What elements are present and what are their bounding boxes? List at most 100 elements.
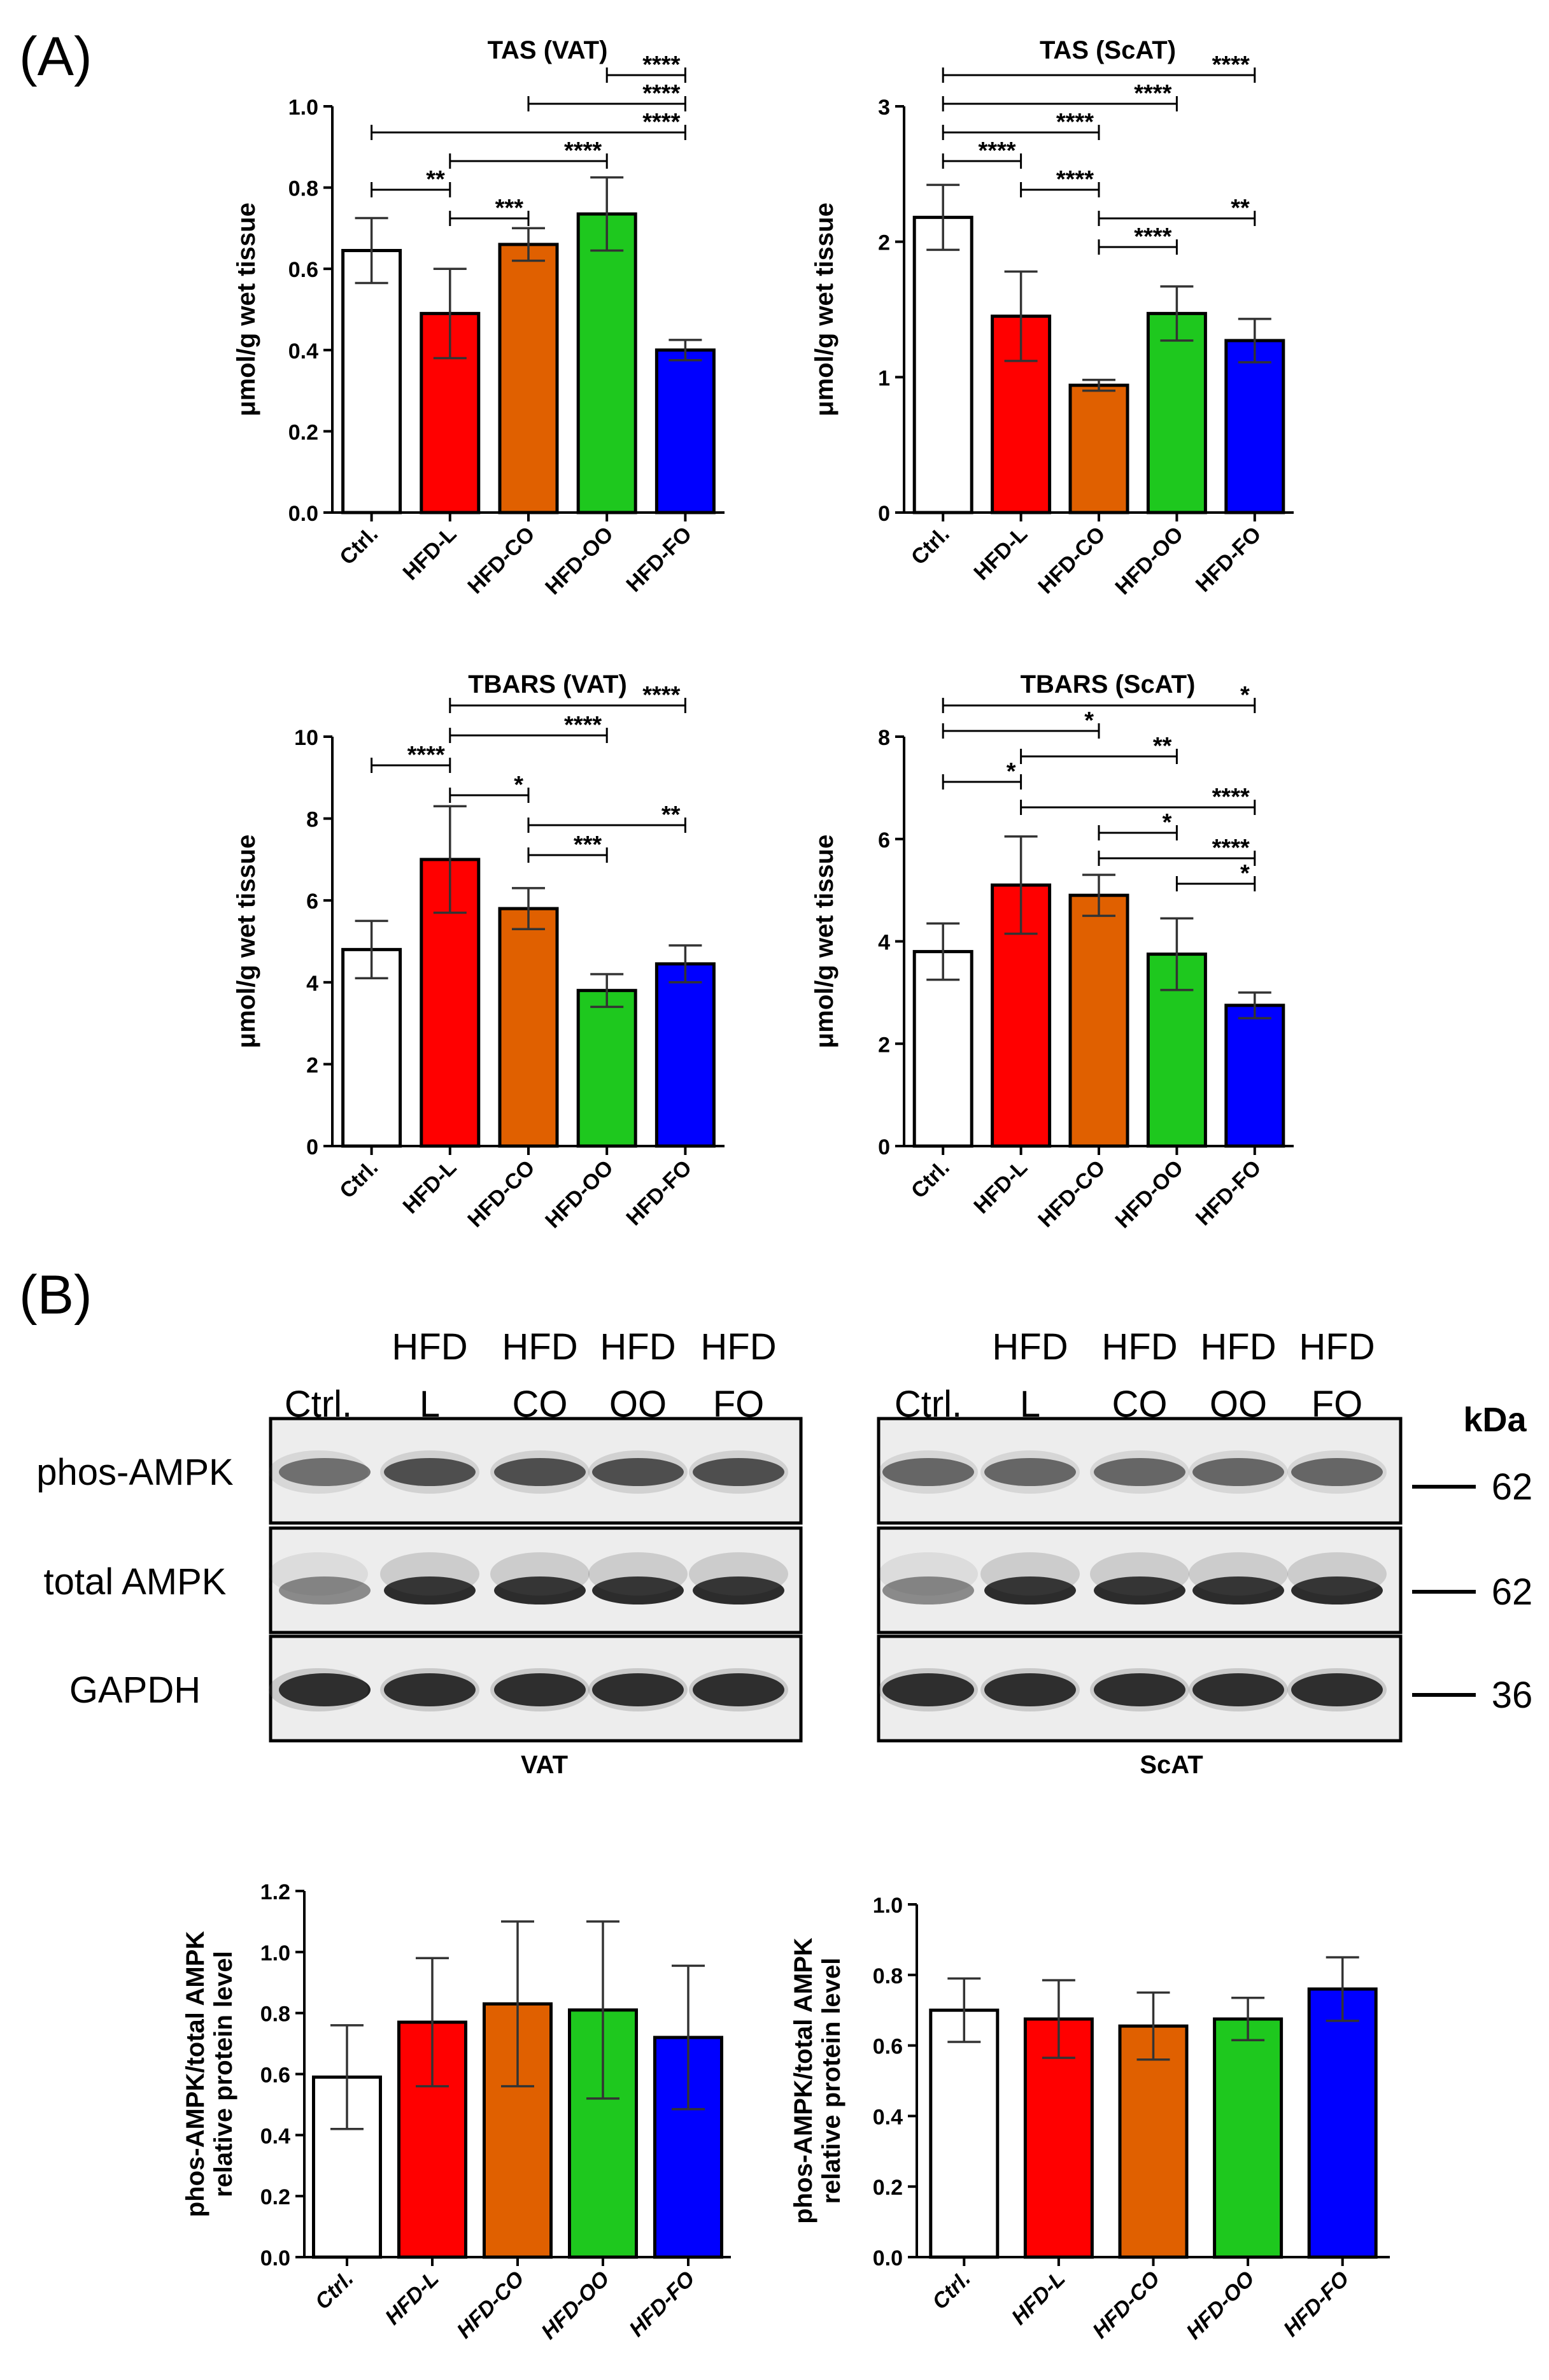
protein-band bbox=[1094, 1576, 1185, 1604]
bar-hfd-oo bbox=[576, 989, 637, 1148]
y-axis-label: μmol/g wet tissue bbox=[810, 835, 838, 1049]
chart-6: ScAT phos-AMPK/total AMPK relative protein… bbox=[789, 1751, 1390, 2344]
bar-hfd-fo bbox=[1307, 1987, 1378, 2259]
panel-label-a: (A) bbox=[19, 26, 92, 87]
bar-hfd-l bbox=[397, 2020, 467, 2259]
x-tick-label: HFD-FO bbox=[621, 1156, 697, 1231]
kda-marker-value: 62 bbox=[1492, 1466, 1533, 1508]
significance-bracket: ** bbox=[1098, 195, 1256, 226]
kda-label: kDa bbox=[1463, 1401, 1527, 1439]
x-tick-label: Ctrl. bbox=[311, 2267, 358, 2314]
bar-hfd-co bbox=[498, 907, 559, 1148]
significance-label: **** bbox=[1134, 223, 1171, 250]
y-tick-label: 0.2 bbox=[873, 2176, 903, 2200]
significance-bracket: ** bbox=[371, 166, 451, 197]
y-tick-label: 10 bbox=[294, 726, 318, 750]
y-axis-label-line-1: phos-AMPK/total AMPK bbox=[789, 1937, 817, 2224]
y-axis-label-text: μmol/g wet tissue bbox=[232, 202, 260, 416]
significance-label: **** bbox=[642, 109, 680, 136]
significance-label: **** bbox=[564, 712, 602, 739]
blot-row-total-ampk: total AMPK bbox=[44, 1526, 803, 1634]
chart-title: TAS (ScAT) bbox=[1040, 36, 1176, 64]
protein-band bbox=[1094, 1673, 1185, 1706]
protein-band bbox=[882, 1458, 974, 1486]
significance-bracket: *** bbox=[527, 832, 608, 863]
chart-title: VAT bbox=[521, 1751, 568, 1779]
band-halo bbox=[980, 1552, 1080, 1596]
band-halo bbox=[490, 1450, 590, 1494]
band-halo bbox=[980, 1668, 1080, 1711]
blot-column-header-top: HFD bbox=[1101, 1326, 1177, 1368]
protein-band bbox=[882, 1576, 974, 1604]
significance-label: * bbox=[1163, 809, 1172, 836]
y-axis-label-text: μmol/g wet tissue bbox=[810, 202, 838, 416]
x-tick-label: HFD-L bbox=[398, 522, 461, 585]
x-tick-label: HFD-L bbox=[1007, 2267, 1070, 2330]
bar-ctrl bbox=[341, 248, 402, 514]
significance-label: * bbox=[1084, 707, 1094, 734]
chart-5: VAT phos-AMPK/total AMPK relative protein … bbox=[181, 1751, 731, 2344]
significance-label: ** bbox=[661, 802, 681, 828]
band-halo bbox=[490, 1552, 590, 1596]
significance-bracket: **** bbox=[449, 712, 608, 743]
significance-label: **** bbox=[1134, 80, 1171, 107]
x-tick-label: HFD-L bbox=[969, 1156, 1032, 1219]
protein-band bbox=[1192, 1673, 1284, 1706]
protein-band bbox=[984, 1576, 1076, 1604]
y-tick-label: 0.4 bbox=[873, 2105, 903, 2129]
protein-band bbox=[882, 1673, 974, 1706]
significance-bracket: **** bbox=[1020, 784, 1256, 815]
x-tick-label: HFD-FO bbox=[1191, 522, 1266, 597]
band-halo bbox=[1189, 1668, 1288, 1711]
y-tick-label: 0 bbox=[306, 1135, 318, 1159]
y-tick-label: 0.4 bbox=[260, 2124, 290, 2148]
blot-row-label: total AMPK bbox=[44, 1561, 227, 1603]
significance-bracket: **** bbox=[449, 682, 686, 713]
chart-title: ScAT bbox=[1140, 1751, 1203, 1779]
protein-band bbox=[1291, 1576, 1383, 1604]
y-axis-label: μmol/g wet tissue bbox=[232, 202, 260, 416]
bar-hfd-oo bbox=[576, 212, 637, 514]
blot-column-header-top: HFD bbox=[992, 1326, 1068, 1368]
band-halo bbox=[1090, 1450, 1189, 1494]
y-tick-label: 0.6 bbox=[873, 2035, 903, 2059]
blot-column-header-top: HFD bbox=[600, 1326, 675, 1368]
y-tick-label: 1.2 bbox=[260, 1880, 290, 1904]
band-halo bbox=[689, 1450, 788, 1494]
y-tick-label: 0 bbox=[878, 502, 890, 526]
band-halo bbox=[1287, 1552, 1387, 1596]
y-tick-label: 4 bbox=[878, 931, 890, 955]
y-axis-label-line-2: relative protein level bbox=[817, 1958, 845, 2204]
significance-bracket: **** bbox=[1020, 166, 1100, 197]
band-halo bbox=[588, 1450, 688, 1494]
protein-band bbox=[384, 1576, 476, 1604]
x-tick-label: Ctrl. bbox=[907, 522, 954, 570]
protein-band bbox=[693, 1458, 784, 1486]
x-tick-label: HFD-CO bbox=[1088, 2267, 1164, 2343]
bar-hfd-fo bbox=[1224, 339, 1285, 514]
bar-hfd-co bbox=[1068, 383, 1129, 514]
x-tick-label: HFD-CO bbox=[463, 522, 539, 599]
significance-bracket: * bbox=[1098, 809, 1178, 840]
significance-bracket: ** bbox=[527, 802, 686, 833]
x-tick-label: HFD-FO bbox=[1191, 1156, 1266, 1231]
significance-label: **** bbox=[407, 742, 445, 769]
y-tick-label: 0.2 bbox=[260, 2185, 290, 2209]
kda-marker-value: 36 bbox=[1492, 1675, 1533, 1716]
blot-column-header-top: HFD bbox=[700, 1326, 776, 1368]
x-tick-label: HFD-FO bbox=[1279, 2267, 1354, 2342]
protein-band bbox=[384, 1458, 476, 1486]
significance-label: **** bbox=[1212, 52, 1250, 78]
bar-hfd-co bbox=[498, 243, 559, 514]
x-tick-label: HFD-OO bbox=[541, 522, 618, 600]
y-tick-label: 2 bbox=[878, 231, 890, 255]
band-halo bbox=[269, 1552, 368, 1596]
bar-ctrl bbox=[929, 2008, 1000, 2259]
blot-row-phos-ampk: phos-AMPK bbox=[36, 1417, 803, 1525]
significance-bracket: **** bbox=[942, 109, 1100, 140]
bar-hfd-co bbox=[1068, 893, 1129, 1148]
band-halo bbox=[689, 1552, 788, 1596]
band-halo bbox=[588, 1668, 688, 1711]
